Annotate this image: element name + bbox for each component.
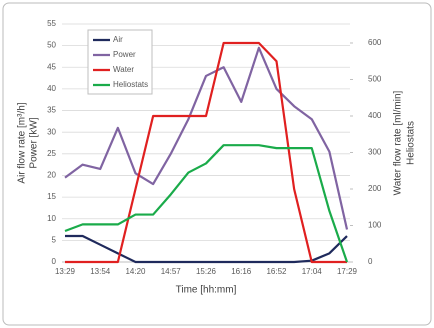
y-tick-label: 30 xyxy=(47,127,56,136)
series-line xyxy=(65,41,347,264)
y2-tick-label: 0 xyxy=(368,257,373,266)
legend-label: Heliostats xyxy=(113,80,148,89)
y-tick-label: 55 xyxy=(47,19,56,28)
y-tick-label: 20 xyxy=(47,171,56,180)
y-tick-label: 35 xyxy=(47,106,56,115)
y-tick-label: 5 xyxy=(52,235,57,244)
y-tick-label: 25 xyxy=(47,149,56,158)
y2-axis-label: Water flow rate [ml/min] xyxy=(393,90,404,195)
series-line xyxy=(64,144,349,263)
legend-label: Water xyxy=(113,65,134,74)
y2-tick-label: 600 xyxy=(368,38,382,47)
y2-axis-label: Heliostats xyxy=(406,121,417,165)
x-tick-label: 16:52 xyxy=(266,267,287,276)
x-tick-label: 16:16 xyxy=(231,267,252,276)
legend-label: Air xyxy=(113,35,123,44)
series-line xyxy=(65,234,348,264)
x-tick-label: 13:54 xyxy=(90,267,111,276)
x-tick-label: 14:20 xyxy=(125,267,146,276)
x-axis-label: Time [hh:mm] xyxy=(176,285,237,296)
x-tick-label: 15:26 xyxy=(196,267,217,276)
y-tick-label: 40 xyxy=(47,84,56,93)
legend-label: Power xyxy=(113,50,136,59)
y-tick-label: 50 xyxy=(47,41,56,50)
x-tick-label: 13:29 xyxy=(55,267,76,276)
y2-tick-label: 100 xyxy=(368,221,382,230)
y2-tick-label: 400 xyxy=(368,111,382,120)
y-tick-label: 0 xyxy=(52,257,57,266)
x-tick-label: 17:29 xyxy=(337,267,358,276)
series-line xyxy=(64,46,349,230)
x-tick-label: 14:57 xyxy=(161,267,182,276)
y2-tick-label: 500 xyxy=(368,75,382,84)
x-tick-label: 17:04 xyxy=(302,267,323,276)
y2-tick-label: 200 xyxy=(368,184,382,193)
frame xyxy=(2,2,432,326)
y-axis-label: Power [kW] xyxy=(29,117,40,168)
y-tick-label: 15 xyxy=(47,192,56,201)
y-tick-label: 45 xyxy=(47,62,56,71)
y-axis-label: Air flow rate [m³/h] xyxy=(17,102,28,183)
y-tick-label: 10 xyxy=(47,214,56,223)
y2-tick-label: 300 xyxy=(368,148,382,157)
